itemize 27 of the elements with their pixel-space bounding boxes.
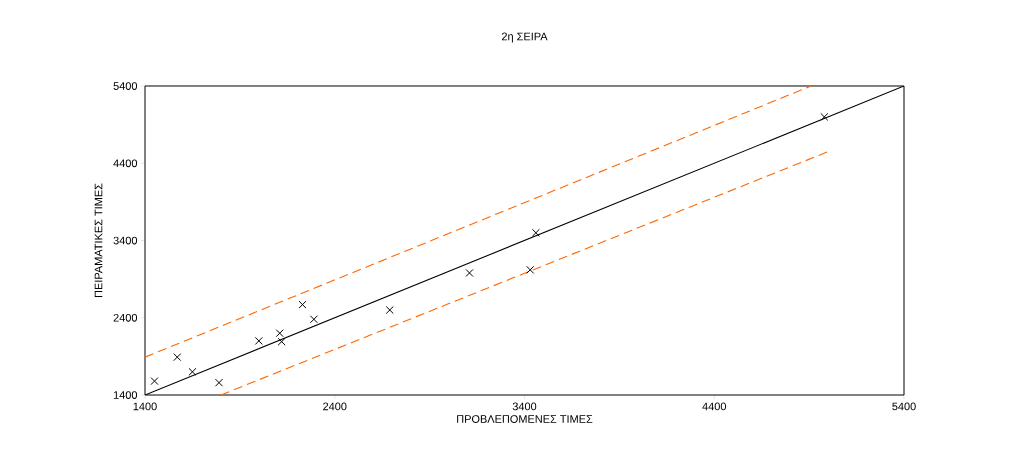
y-tick-label: 3400 xyxy=(113,236,138,245)
point xyxy=(254,336,263,345)
x-axis-title: ΠΡΟΒΛΕΠΟΜΕΝΕΣ ΤΙΜΕΣ xyxy=(457,415,593,423)
point xyxy=(275,329,284,338)
point xyxy=(188,367,197,376)
y-axis-title: ΠΕΙΡΑΜΑΤΙΚΕΣ ΤΙΜΕΣ xyxy=(94,183,103,298)
point xyxy=(465,268,474,277)
point xyxy=(150,377,159,386)
x-tick-label: 1400 xyxy=(133,402,157,411)
point xyxy=(526,265,535,274)
x-tick-label: 2400 xyxy=(323,402,347,411)
x-tick-label: 3400 xyxy=(512,402,537,411)
y-tick-label: 5400 xyxy=(113,82,138,90)
point xyxy=(309,315,318,324)
chart-title: 2η ΣΕΙΡΑ xyxy=(501,32,548,43)
y-tick-label: 1400 xyxy=(113,391,138,399)
y-tick-label: 2400 xyxy=(113,313,138,322)
point xyxy=(531,228,540,237)
point xyxy=(277,337,286,346)
x-tick-label: 5400 xyxy=(892,402,916,411)
x-tick-label: 4400 xyxy=(702,402,726,411)
point xyxy=(385,305,394,315)
point xyxy=(820,112,829,121)
y-tick-label: 4400 xyxy=(113,159,138,168)
point xyxy=(214,378,224,387)
point xyxy=(298,300,307,309)
point xyxy=(173,353,182,362)
